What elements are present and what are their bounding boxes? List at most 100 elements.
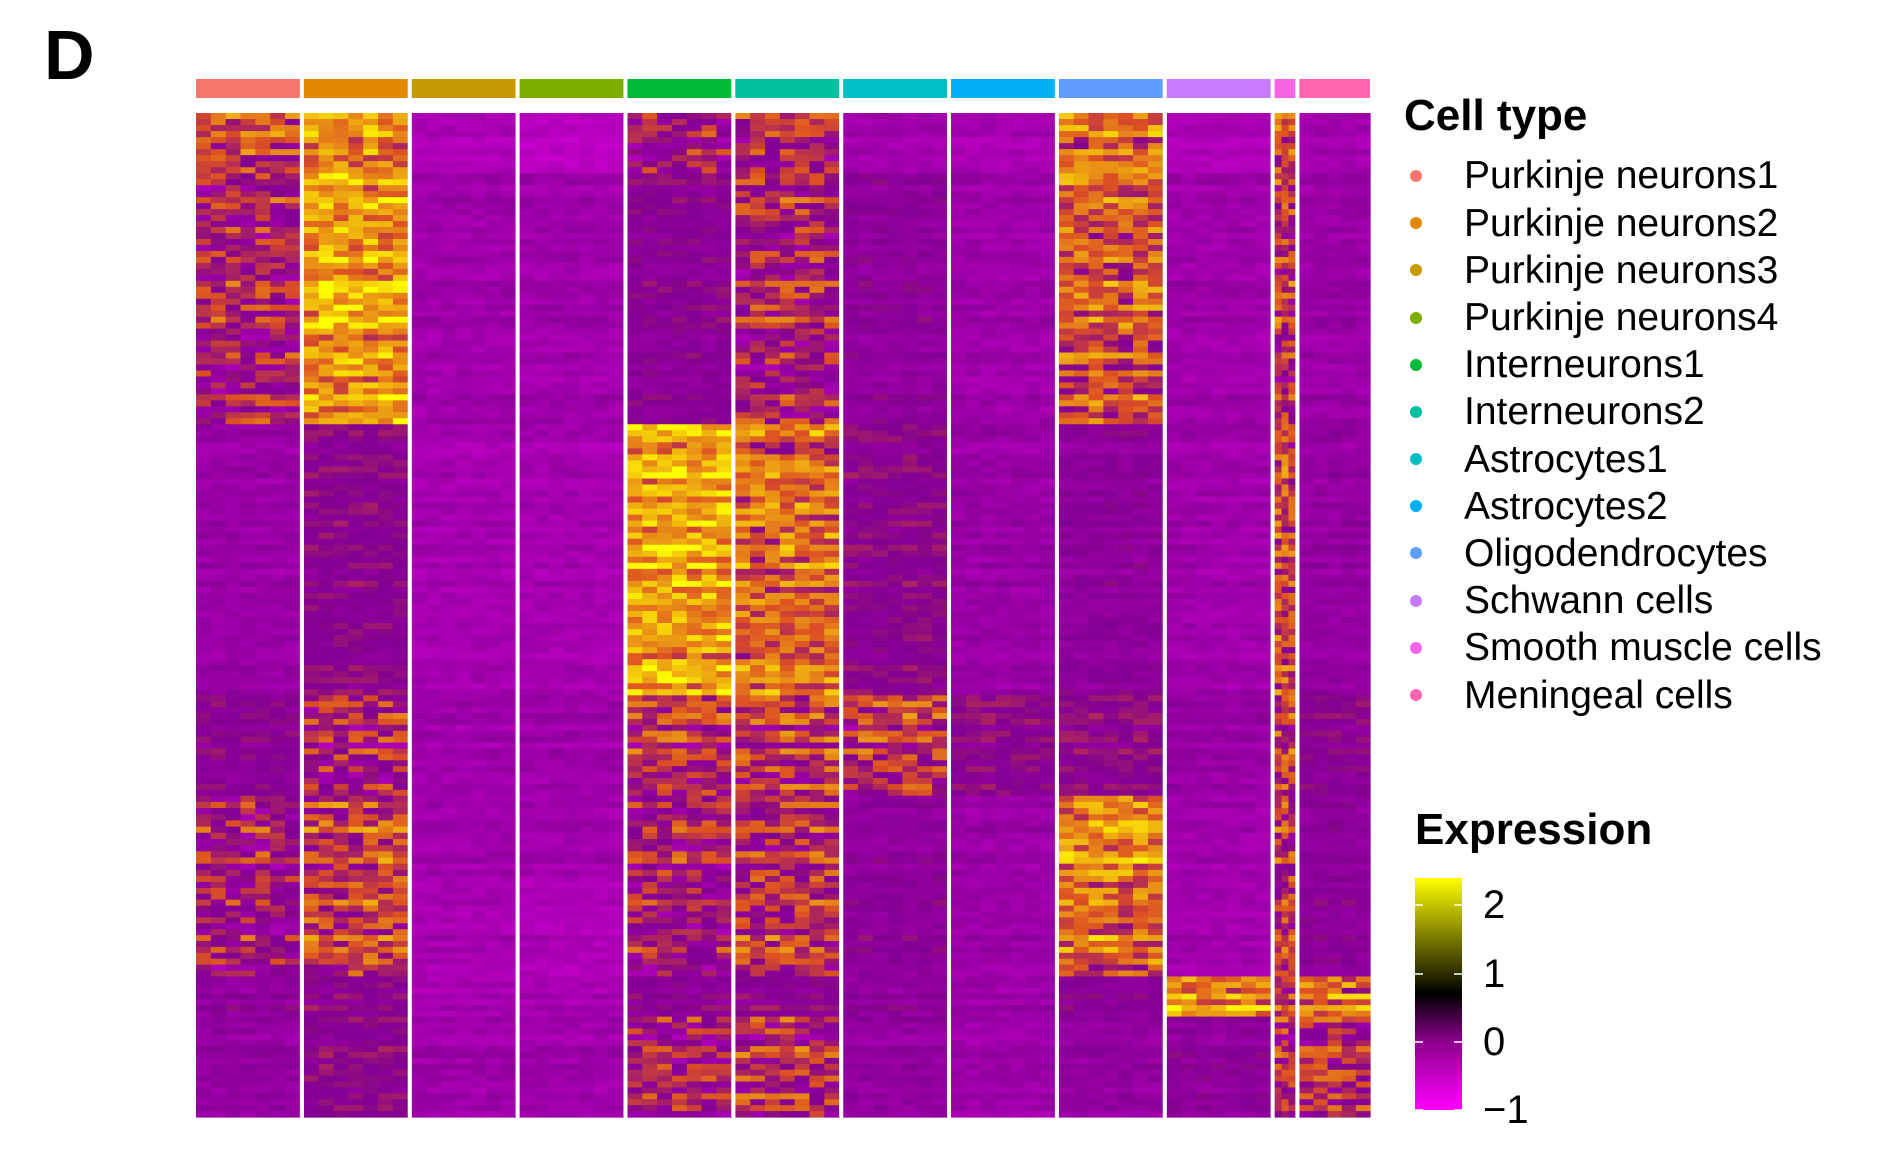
heatmap-cell [627, 143, 643, 150]
heatmap-cell [1103, 143, 1119, 150]
heatmap-cell [858, 328, 874, 336]
heatmap-cell [1088, 334, 1104, 342]
heatmap-cell [1226, 244, 1242, 252]
heatmap-cell [210, 460, 227, 467]
heatmap-cell [995, 376, 1011, 384]
heatmap-cell [917, 173, 933, 180]
heatmap-cell [657, 262, 673, 270]
heatmap-cell [735, 197, 751, 204]
heatmap-cell [1147, 185, 1164, 192]
heatmap-cell [485, 304, 502, 312]
heatmap-cell [1010, 155, 1026, 162]
heatmap-cell [794, 436, 811, 443]
heatmap-cell [1010, 406, 1026, 413]
heatmap-cell [270, 137, 286, 144]
heatmap-cell [872, 400, 889, 407]
heatmap-cell [1288, 448, 1296, 455]
heatmap-cell [843, 191, 859, 198]
heatmap-cell [794, 346, 811, 354]
heatmap-cell [441, 388, 457, 395]
heatmap-cell [1313, 238, 1329, 246]
heatmap-cell [378, 382, 394, 389]
heatmap-cell [500, 388, 517, 395]
heatmap-cell [995, 430, 1011, 437]
heatmap-cell [318, 418, 335, 425]
heatmap-cell [750, 322, 766, 330]
heatmap-cell [608, 376, 625, 384]
heatmap-cell [995, 322, 1011, 330]
heatmap-cell [917, 238, 933, 246]
heatmap-cell [333, 460, 349, 467]
heatmap-cell [1226, 424, 1242, 431]
heatmap-cell [627, 490, 643, 498]
heatmap-cell [378, 430, 394, 437]
heatmap-cell [750, 376, 766, 384]
heatmap-cell [456, 298, 472, 306]
heatmap-cell [441, 358, 457, 366]
heatmap-cell [1133, 233, 1149, 240]
heatmap-cell [348, 436, 364, 443]
heatmap-cell [917, 143, 933, 150]
heatmap-cell [270, 292, 286, 300]
heatmap-cell [1341, 448, 1357, 455]
heatmap-cell [1196, 454, 1212, 461]
heatmap-cell [1147, 304, 1164, 312]
heatmap-cell [564, 227, 580, 234]
heatmap-cell [564, 328, 580, 336]
heatmap-cell [627, 484, 643, 492]
heatmap-cell [564, 233, 580, 240]
heatmap-cell [779, 233, 796, 240]
heatmap-cell [794, 490, 811, 498]
heatmap-cell [1133, 221, 1149, 228]
heatmap-cell [363, 490, 379, 498]
heatmap-cell [657, 161, 673, 168]
heatmap-cell [1226, 238, 1242, 246]
heatmap-cell [578, 221, 595, 228]
heatmap-cell [1240, 412, 1257, 419]
heatmap-cell [378, 125, 394, 132]
heatmap-cell [794, 167, 811, 174]
heatmap-cell [779, 215, 796, 222]
heatmap-cell [1181, 430, 1198, 437]
heatmap-cell [1181, 233, 1198, 240]
heatmap-cell [1226, 430, 1242, 437]
heatmap-cell [686, 304, 703, 312]
heatmap-cell [1147, 406, 1164, 413]
heatmap-cell [1288, 185, 1296, 192]
heatmap-cell [1088, 227, 1104, 234]
heatmap-cell [1103, 161, 1119, 168]
heatmap-cell [750, 167, 766, 174]
heatmap-cell [1281, 203, 1290, 210]
heatmap-cell [764, 424, 781, 431]
heatmap-cell [951, 442, 967, 449]
heatmap-cell [378, 334, 394, 342]
heatmap-cell [1211, 221, 1227, 228]
heatmap-cell [1196, 364, 1212, 372]
heatmap-cell [240, 424, 256, 431]
heatmap-cell [441, 424, 457, 431]
heatmap-cell [593, 328, 610, 336]
heatmap-cell [1103, 442, 1119, 449]
heatmap-cell [750, 238, 766, 246]
heatmap-cell [1058, 280, 1075, 288]
heatmap-cell [995, 268, 1011, 276]
heatmap-cell [1299, 274, 1315, 282]
heatmap-cell [593, 191, 610, 198]
heatmap-cell [1299, 191, 1315, 198]
heatmap-cell [1341, 466, 1357, 474]
heatmap-cell [980, 179, 997, 186]
heatmap-cell [1181, 191, 1198, 198]
heatmap-cell [593, 113, 610, 120]
heatmap-cell [1058, 131, 1075, 138]
heatmap-cell [593, 268, 610, 276]
heatmap-cell [1211, 310, 1227, 318]
heatmap-cell [1058, 304, 1075, 312]
heatmap-cell [1281, 478, 1290, 486]
heatmap-cell [348, 167, 364, 174]
heatmap-cell [1118, 430, 1134, 437]
heatmap-cell [858, 370, 874, 378]
heatmap-cell [902, 244, 918, 252]
heatmap-cell [1010, 215, 1026, 222]
heatmap-cell [456, 490, 472, 498]
heatmap-cell [716, 131, 732, 138]
